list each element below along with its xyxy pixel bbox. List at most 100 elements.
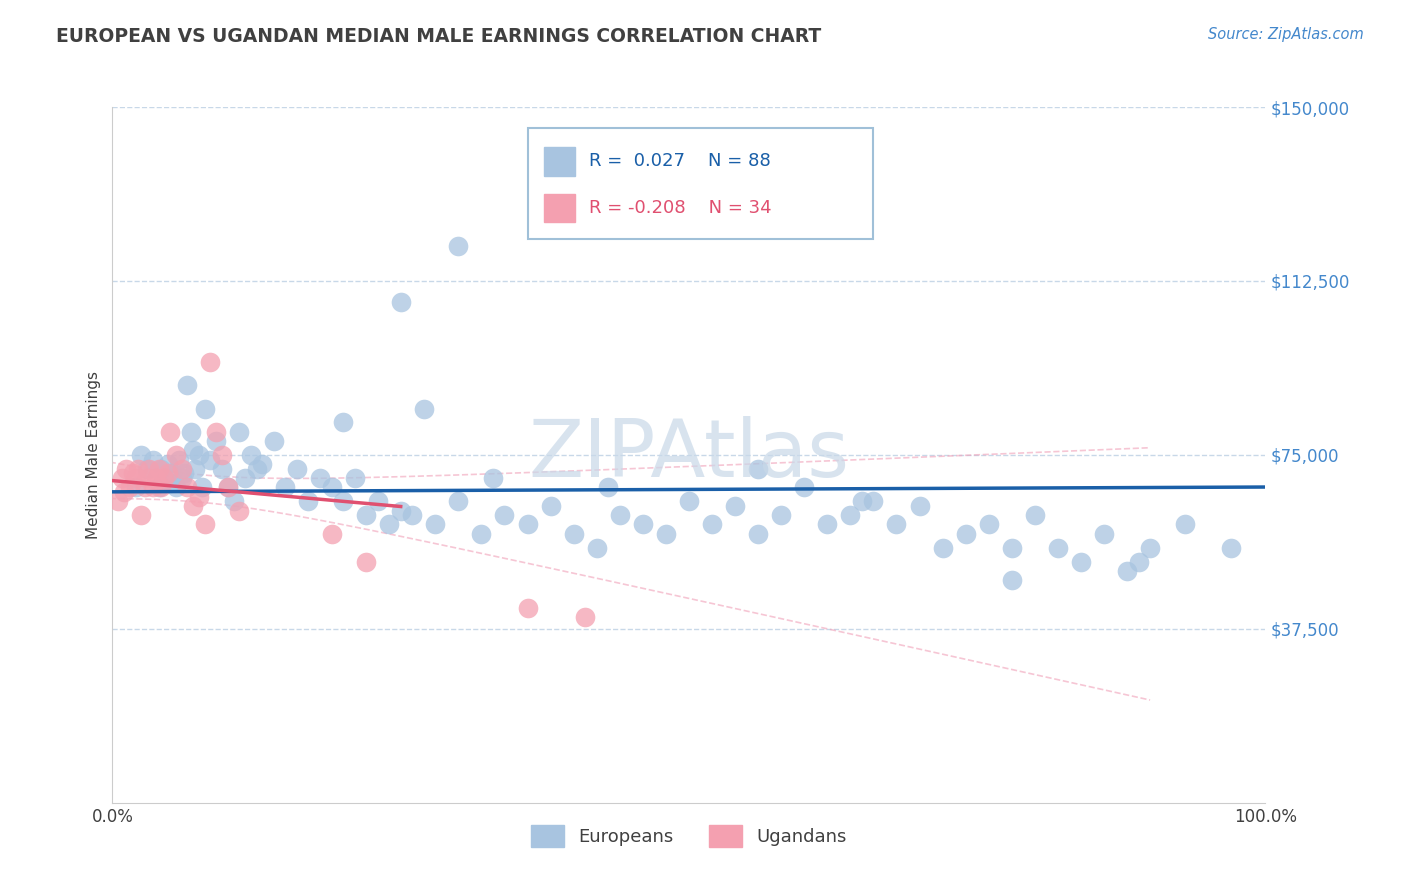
Point — [886, 517, 908, 532]
Y-axis label: Median Male Earnings: Median Male Earnings — [86, 371, 101, 539]
Point — [153, 471, 176, 485]
Point — [170, 462, 193, 476]
Point — [134, 480, 156, 494]
Point — [228, 503, 250, 517]
Point — [112, 485, 135, 500]
Point — [678, 494, 700, 508]
Text: ZIPAtlas: ZIPAtlas — [529, 416, 849, 494]
Point — [191, 480, 214, 494]
Point — [118, 480, 141, 494]
Point — [1001, 541, 1024, 555]
Point — [631, 517, 654, 532]
Point — [1139, 541, 1161, 555]
Point — [217, 480, 239, 494]
Point — [447, 239, 470, 253]
Point — [447, 494, 470, 508]
Point — [389, 503, 412, 517]
Point — [176, 378, 198, 392]
Point — [188, 448, 211, 462]
Point — [184, 462, 207, 476]
Point — [129, 508, 153, 523]
Point — [122, 467, 145, 481]
Point — [574, 610, 596, 624]
Point — [1219, 541, 1241, 555]
Point — [562, 526, 585, 541]
Point — [482, 471, 505, 485]
Point — [145, 471, 167, 485]
Point — [470, 526, 492, 541]
Point — [839, 508, 862, 523]
Point — [1116, 564, 1139, 578]
Point — [367, 494, 389, 508]
Point — [609, 508, 631, 523]
Point — [159, 425, 181, 439]
Point — [252, 457, 274, 471]
Point — [332, 494, 354, 508]
Point — [233, 471, 256, 485]
Point — [263, 434, 285, 448]
Point — [309, 471, 332, 485]
Point — [977, 517, 1000, 532]
Point — [142, 452, 165, 467]
Point — [205, 425, 228, 439]
Point — [540, 499, 562, 513]
Point — [389, 294, 412, 309]
Point — [176, 480, 198, 494]
Point — [1046, 541, 1069, 555]
Point — [136, 471, 159, 485]
Point — [156, 457, 179, 471]
Point — [412, 401, 434, 416]
Point — [211, 462, 233, 476]
Point — [228, 425, 250, 439]
Point — [1092, 526, 1115, 541]
Point — [148, 480, 170, 494]
Point — [343, 471, 366, 485]
Point — [700, 517, 723, 532]
Point — [862, 494, 884, 508]
Point — [770, 508, 793, 523]
Point — [246, 462, 269, 476]
Point — [239, 448, 262, 462]
Point — [194, 401, 217, 416]
Legend: Europeans, Ugandans: Europeans, Ugandans — [522, 816, 856, 856]
Point — [1174, 517, 1197, 532]
Point — [142, 480, 165, 494]
Point — [931, 541, 953, 555]
Point — [1001, 573, 1024, 587]
Text: EUROPEAN VS UGANDAN MEDIAN MALE EARNINGS CORRELATION CHART: EUROPEAN VS UGANDAN MEDIAN MALE EARNINGS… — [56, 27, 821, 45]
Point — [332, 416, 354, 430]
Point — [115, 462, 138, 476]
Point — [165, 480, 187, 494]
Point — [180, 425, 202, 439]
Point — [321, 526, 343, 541]
Point — [136, 462, 159, 476]
Text: R = -0.208    N = 34: R = -0.208 N = 34 — [589, 199, 772, 217]
Point — [908, 499, 931, 513]
Point — [194, 517, 217, 532]
Point — [724, 499, 747, 513]
Point — [585, 541, 607, 555]
Point — [181, 499, 204, 513]
Point — [598, 480, 620, 494]
Point — [321, 480, 343, 494]
Point — [354, 508, 377, 523]
Point — [129, 448, 153, 462]
Point — [111, 471, 134, 485]
Point — [124, 480, 146, 494]
Point — [200, 452, 222, 467]
Point — [165, 448, 187, 462]
Point — [274, 480, 297, 494]
Point — [851, 494, 873, 508]
Point — [149, 462, 172, 476]
Point — [297, 494, 319, 508]
Point — [205, 434, 228, 448]
Point — [222, 494, 245, 508]
Point — [156, 467, 179, 481]
Point — [354, 555, 377, 569]
Point — [217, 480, 239, 494]
Point — [378, 517, 401, 532]
Point — [181, 443, 204, 458]
Point — [188, 490, 211, 504]
Point — [793, 480, 815, 494]
Point — [425, 517, 447, 532]
